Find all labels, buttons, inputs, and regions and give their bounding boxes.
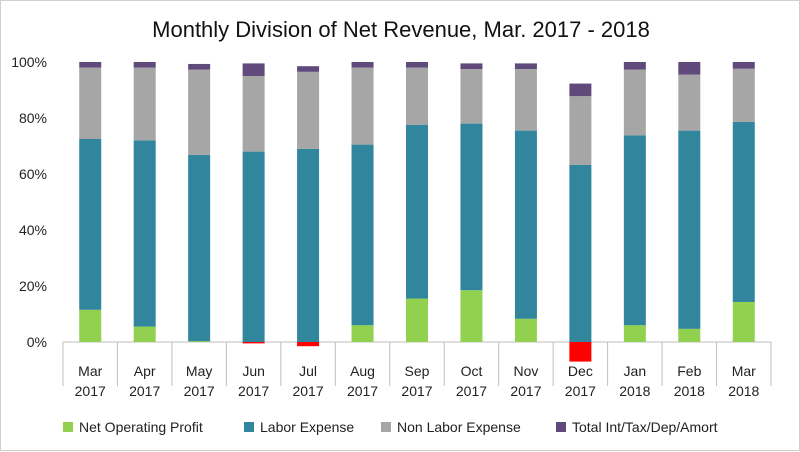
bar-segment-negative-profit [569, 342, 592, 362]
legend-label: Net Operating Profit [79, 419, 203, 435]
x-tick-month: Jan [624, 363, 647, 379]
chart-title: Monthly Division of Net Revenue, Mar. 20… [152, 17, 650, 42]
bar-segment-non-labor-expense [460, 69, 483, 124]
x-tick-month: Aug [350, 363, 375, 379]
bar-segment-labor-expense [514, 130, 537, 319]
x-tick-month: Jul [299, 363, 317, 379]
bar-segment-non-labor-expense [133, 67, 156, 141]
x-tick-year: 2017 [347, 383, 378, 399]
x-tick-month: May [186, 363, 212, 379]
bar-segment-labor-expense [133, 140, 156, 327]
bar-segment-labor-expense [188, 154, 211, 342]
bar-segment-total-int-tax-dep-amort [133, 62, 156, 68]
bar-segment-total-int-tax-dep-amort [569, 83, 592, 97]
bar-segment-net-operating-profit [678, 328, 701, 342]
bar-segment-labor-expense [678, 130, 701, 329]
x-tick-month: Nov [513, 363, 538, 379]
bar-segment-non-labor-expense [623, 69, 646, 136]
bar-segment-net-operating-profit [514, 318, 537, 342]
x-tick-month: Mar [732, 363, 756, 379]
x-tick-year: 2017 [238, 383, 269, 399]
y-tick-label: 20% [19, 278, 47, 294]
y-tick-label: 40% [19, 222, 47, 238]
bar-segment-total-int-tax-dep-amort [406, 62, 428, 68]
bar-segment-total-int-tax-dep-amort [623, 62, 646, 70]
bar-segment-total-int-tax-dep-amort [242, 63, 265, 76]
x-tick-year: 2017 [75, 383, 106, 399]
x-tick-year: 2017 [129, 383, 160, 399]
x-tick-month: Jun [242, 363, 265, 379]
y-tick-label: 0% [27, 334, 47, 350]
bar-segment-total-int-tax-dep-amort [297, 66, 320, 72]
bar-segment-net-operating-profit [406, 298, 428, 342]
x-tick-year: 2018 [619, 383, 650, 399]
legend-label: Total Int/Tax/Dep/Amort [572, 419, 718, 435]
bar-segment-non-labor-expense [79, 67, 102, 139]
bar-segment-negative-profit [242, 342, 265, 344]
x-tick-month: Dec [568, 363, 593, 379]
x-tick-year: 2017 [292, 383, 323, 399]
bar-segment-non-labor-expense [242, 76, 265, 152]
bar-segment-labor-expense [460, 123, 483, 291]
bar-segment-net-operating-profit [623, 325, 646, 342]
bar-segment-labor-expense [242, 151, 265, 342]
bar-segment-labor-expense [732, 121, 755, 302]
bar-segment-labor-expense [406, 125, 428, 299]
legend-swatch [556, 422, 566, 432]
bar-segment-non-labor-expense [732, 68, 755, 122]
chart-bars [79, 62, 755, 362]
bar-segment-net-operating-profit [351, 325, 374, 342]
bar-segment-non-labor-expense [297, 71, 320, 149]
bar-segment-net-operating-profit [732, 301, 755, 342]
bar-segment-total-int-tax-dep-amort [678, 62, 701, 75]
bar-segment-total-int-tax-dep-amort [732, 62, 755, 69]
bar-segment-non-labor-expense [188, 69, 211, 155]
x-tick-year: 2018 [728, 383, 759, 399]
bar-segment-non-labor-expense [514, 69, 537, 131]
bar-segment-non-labor-expense [351, 67, 374, 145]
x-axis-ticks: Mar 2017 Apr 2017 May 2017 Jun 2017 Jul 2017 Aug 20… [75, 363, 760, 399]
bar-segment-total-int-tax-dep-amort [79, 62, 102, 68]
bar-segment-labor-expense [79, 139, 102, 310]
x-tick-year: 2017 [510, 383, 541, 399]
x-tick-month: Sep [405, 363, 430, 379]
bar-segment-labor-expense [297, 148, 320, 342]
x-tick-month: Feb [677, 363, 701, 379]
x-tick-year: 2017 [565, 383, 596, 399]
x-tick-year: 2017 [184, 383, 215, 399]
bar-segment-non-labor-expense [406, 67, 428, 125]
y-tick-label: 60% [19, 166, 47, 182]
bar-segment-total-int-tax-dep-amort [351, 62, 374, 68]
y-tick-label: 100% [11, 54, 47, 70]
bar-segment-total-int-tax-dep-amort [188, 63, 211, 70]
bar-segment-labor-expense [351, 144, 374, 326]
bar-segment-non-labor-expense [678, 74, 701, 131]
bar-segment-negative-profit [297, 342, 320, 347]
bar-segment-net-operating-profit [460, 290, 483, 342]
chart-axes: 0% 20% 40% 60% 80% 100% [11, 54, 772, 386]
bar-segment-labor-expense [569, 164, 592, 342]
bar-segment-total-int-tax-dep-amort [514, 63, 537, 69]
x-tick-month: Apr [134, 363, 156, 379]
legend-swatch [244, 422, 254, 432]
bar-segment-labor-expense [623, 135, 646, 326]
x-tick-year: 2018 [674, 383, 705, 399]
legend-swatch [63, 422, 73, 432]
x-tick-year: 2017 [456, 383, 487, 399]
chart-legend: Net Operating Profit Labor Expense Non Lab… [63, 419, 718, 435]
bar-segment-total-int-tax-dep-amort [460, 63, 483, 69]
legend-label: Non Labor Expense [397, 419, 521, 435]
x-tick-month: Mar [78, 363, 102, 379]
legend-swatch [381, 422, 391, 432]
bar-segment-non-labor-expense [569, 96, 592, 165]
bar-segment-net-operating-profit [79, 309, 102, 342]
y-tick-label: 80% [19, 110, 47, 126]
legend-label: Labor Expense [260, 419, 354, 435]
x-tick-month: Oct [461, 363, 483, 379]
bar-segment-net-operating-profit [133, 326, 156, 342]
x-tick-year: 2017 [401, 383, 432, 399]
bar-segment-net-operating-profit [188, 341, 211, 342]
